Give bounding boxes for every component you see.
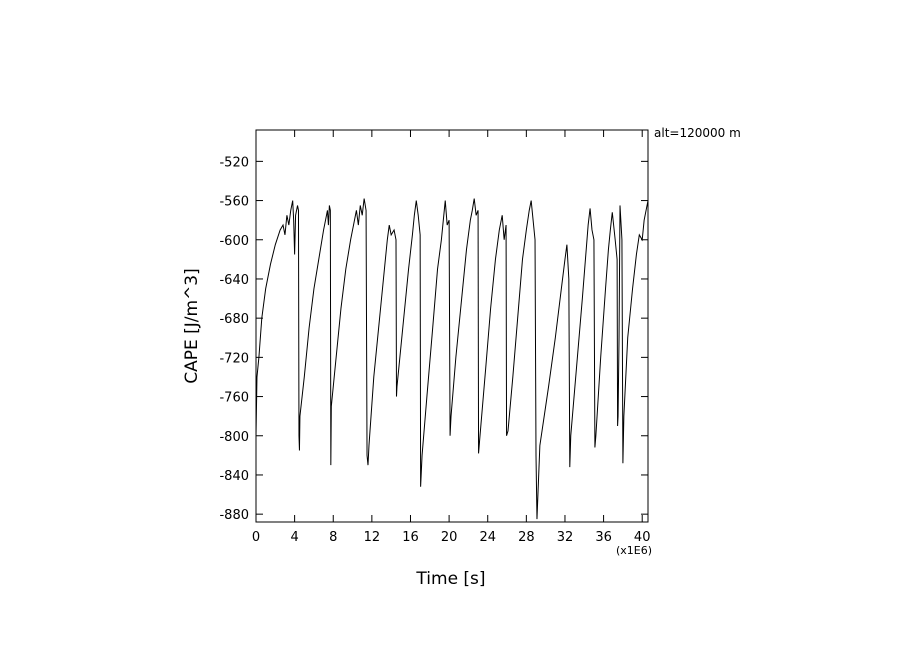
- y-tick-label: -800: [219, 430, 249, 445]
- x-tick-label: 32: [557, 530, 574, 545]
- x-tick-label: 20: [441, 530, 458, 545]
- annotation: alt=120000 m: [654, 126, 741, 140]
- y-tick-label: -680: [219, 312, 249, 327]
- x-tick-label: 16: [402, 530, 419, 545]
- y-tick-label: -640: [219, 273, 249, 288]
- y-tick-label: -840: [219, 469, 249, 484]
- x-tick-label: 8: [329, 530, 337, 545]
- y-axis-label: CAPE [J/m^3]: [182, 268, 202, 384]
- x-tick-label: 12: [364, 530, 381, 545]
- x-tick-label: 40: [634, 530, 651, 545]
- data-line: [255, 198, 649, 520]
- x-multiplier: (x1E6): [616, 544, 652, 557]
- x-tick-label: 28: [518, 530, 535, 545]
- y-tick-label: -880: [219, 508, 249, 523]
- x-tick-label: 4: [290, 530, 298, 545]
- y-tick-label: -520: [219, 155, 249, 170]
- y-tick-label: -760: [219, 391, 249, 406]
- x-tick-label: 0: [252, 530, 260, 545]
- x-tick-label: 24: [479, 530, 496, 545]
- plot-frame: [255, 129, 649, 523]
- x-axis-label: Time [s]: [415, 569, 485, 589]
- y-tick-label: -560: [219, 195, 249, 210]
- x-tick-label: 36: [595, 530, 612, 545]
- y-tick-label: -720: [219, 351, 249, 366]
- y-tick-label: -600: [219, 234, 249, 249]
